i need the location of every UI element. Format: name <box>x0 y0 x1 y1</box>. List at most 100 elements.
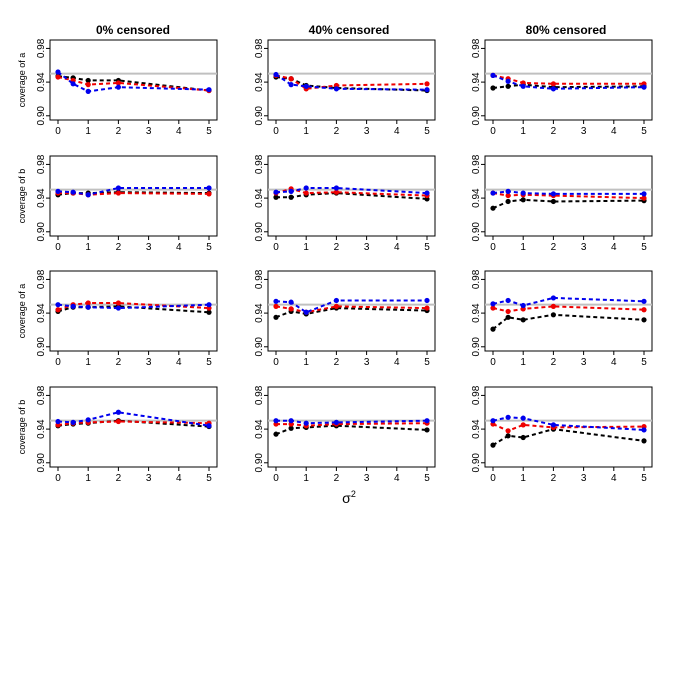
y-tick-label: 0.94 <box>254 188 265 208</box>
y-tick-label: 0.94 <box>36 72 47 92</box>
data-point-series-3 <box>115 305 121 311</box>
x-tick-label: 4 <box>611 126 617 137</box>
panel-1-1: 0.90 0.94 0.98 0 1 2 3 4 5 coverage of a <box>17 38 218 137</box>
panel-4-1: 0.90 0.94 0.98 0 1 2 3 4 5 coverage of b <box>17 385 218 484</box>
data-point-series-2 <box>115 300 121 306</box>
data-point-series-3 <box>505 78 511 84</box>
y-tick-label: 0.90 <box>36 453 47 473</box>
y-axis-label: coverage of a <box>17 284 27 339</box>
x-tick-label: 3 <box>581 473 587 484</box>
column-title-2: 80% censored <box>526 23 607 37</box>
y-axis-label: coverage of b <box>17 400 27 455</box>
data-point-series-1 <box>505 314 511 320</box>
y-tick-label: 0.98 <box>36 385 47 405</box>
x-axis-label-base: σ <box>342 490 351 506</box>
x-tick-label: 2 <box>551 473 557 484</box>
x-tick-label: 3 <box>146 126 152 137</box>
x-tick-label: 3 <box>581 357 587 368</box>
data-point-series-3 <box>85 417 91 423</box>
x-tick-label: 0 <box>273 126 279 137</box>
x-tick-label: 3 <box>146 357 152 368</box>
data-point-series-3 <box>303 83 309 89</box>
plot-frame <box>484 270 653 352</box>
data-point-series-3 <box>333 297 339 304</box>
series-line-2 <box>492 305 645 313</box>
x-axis-label: σ2 <box>342 489 356 506</box>
series-line-1 <box>492 83 645 89</box>
plot-frame <box>484 155 653 237</box>
data-point-series-3 <box>424 418 430 424</box>
x-tick-label: 4 <box>611 242 617 253</box>
data-point-series-3 <box>333 185 339 191</box>
x-tick-label: 5 <box>641 242 647 253</box>
x-tick-label: 4 <box>176 473 182 484</box>
y-tick-label: 0.94 <box>36 188 47 208</box>
x-tick-label: 2 <box>551 242 557 253</box>
data-point-series-3 <box>333 419 339 425</box>
x-tick-label: 4 <box>394 473 400 484</box>
x-tick-label: 4 <box>611 357 617 368</box>
y-tick-label: 0.90 <box>254 106 265 126</box>
series-line-2 <box>492 74 644 85</box>
y-tick-label: 0.90 <box>36 337 47 357</box>
data-point-series-3 <box>641 427 647 433</box>
series-line-1 <box>275 424 428 436</box>
data-point-series-1 <box>505 433 511 439</box>
x-tick-label: 5 <box>641 357 647 368</box>
y-tick-label: 0.98 <box>36 269 47 289</box>
data-point-series-3 <box>520 415 526 421</box>
y-tick-label: 0.90 <box>36 106 47 126</box>
y-tick-label: 0.98 <box>36 154 47 174</box>
data-point-series-1 <box>550 312 557 318</box>
data-point-series-1 <box>490 326 496 332</box>
x-axis-label-superscript: 2 <box>351 489 356 499</box>
data-point-series-3 <box>273 298 279 304</box>
data-point-series-3 <box>490 301 496 307</box>
data-point-series-3 <box>550 422 557 428</box>
data-point-series-3 <box>206 302 212 308</box>
x-tick-label: 2 <box>334 242 340 253</box>
data-point-series-3 <box>490 190 496 196</box>
panel-3-1: 0.90 0.94 0.98 0 1 2 3 4 5 coverage of a <box>17 269 218 368</box>
x-tick-label: 2 <box>551 357 557 368</box>
series-line-2 <box>276 422 428 427</box>
data-point-series-2 <box>85 82 91 88</box>
series-line-1 <box>492 428 645 446</box>
x-tick-label: 5 <box>206 357 212 368</box>
y-tick-label: 0.90 <box>254 337 265 357</box>
data-point-series-1 <box>206 309 212 315</box>
x-tick-label: 4 <box>394 126 400 137</box>
data-point-series-2 <box>424 305 430 311</box>
x-tick-label: 1 <box>303 126 309 137</box>
data-point-series-2 <box>550 303 557 309</box>
data-point-series-3 <box>505 188 511 194</box>
data-point-series-2 <box>115 418 121 425</box>
y-tick-label: 0.90 <box>471 453 482 473</box>
data-point-series-3 <box>550 86 557 92</box>
y-tick-label: 0.90 <box>36 222 47 242</box>
x-tick-label: 5 <box>641 126 647 137</box>
data-point-series-1 <box>490 442 496 448</box>
data-point-series-1 <box>424 427 430 433</box>
x-tick-label: 2 <box>334 126 340 137</box>
series-line-3 <box>492 190 644 195</box>
series-line-2 <box>492 423 645 432</box>
data-point-series-2 <box>55 307 61 313</box>
x-tick-label: 0 <box>55 242 61 253</box>
y-tick-label: 0.94 <box>471 72 482 92</box>
x-tick-label: 5 <box>424 473 430 484</box>
series-line-3 <box>492 74 645 90</box>
y-tick-label: 0.94 <box>254 72 265 92</box>
y-tick-label: 0.98 <box>471 154 482 174</box>
data-point-series-2 <box>55 74 61 80</box>
x-tick-label: 4 <box>176 126 182 137</box>
x-tick-label: 1 <box>520 126 526 137</box>
x-tick-label: 2 <box>116 242 122 253</box>
y-tick-label: 0.98 <box>254 269 265 289</box>
x-tick-label: 1 <box>520 357 526 368</box>
data-point-series-2 <box>288 76 294 82</box>
data-point-series-1 <box>550 198 557 205</box>
series-line-1 <box>275 307 428 319</box>
y-tick-label: 0.90 <box>471 222 482 242</box>
